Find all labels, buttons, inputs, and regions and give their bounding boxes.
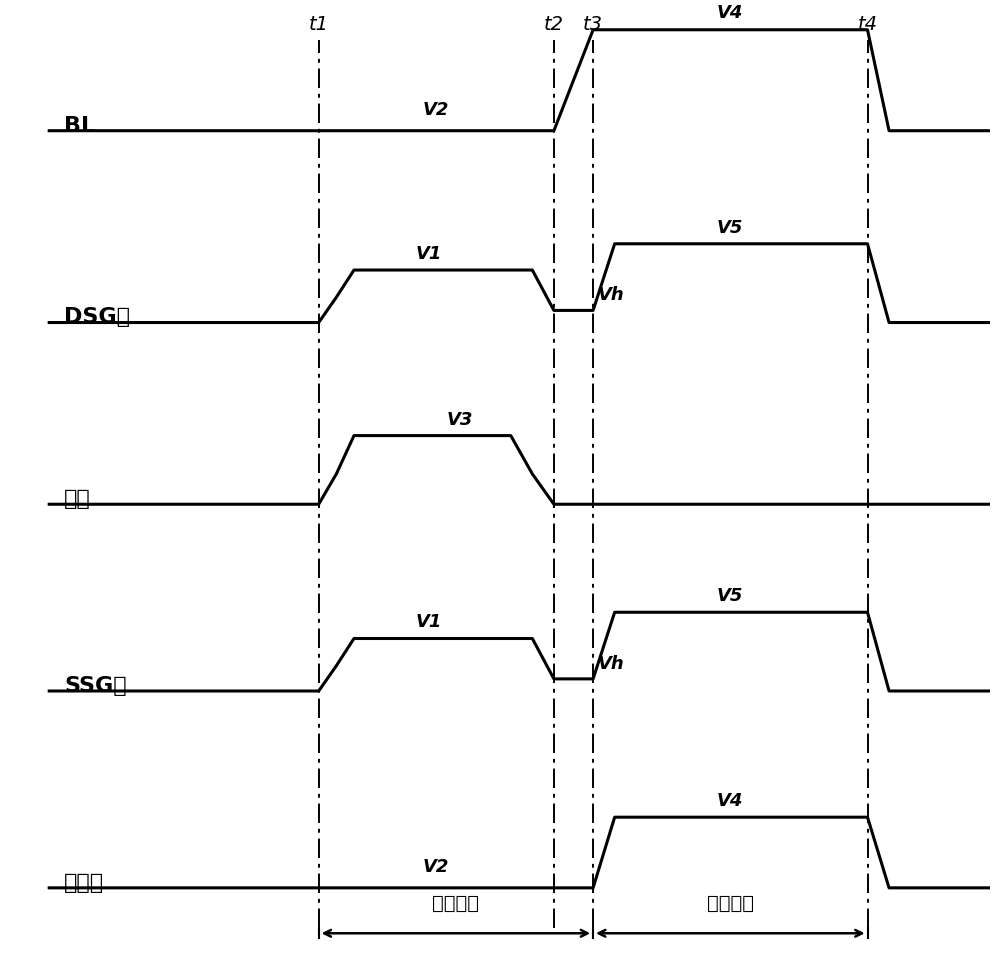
Text: DSG线: DSG线 (64, 308, 130, 328)
Text: V4: V4 (717, 792, 743, 810)
Text: V2: V2 (423, 857, 449, 876)
Text: V5: V5 (717, 587, 743, 605)
Text: V5: V5 (717, 218, 743, 237)
Text: V1: V1 (416, 245, 442, 262)
Text: V4: V4 (717, 4, 743, 22)
Text: t4: t4 (858, 14, 878, 34)
Text: Vh: Vh (598, 655, 625, 673)
Text: t2: t2 (544, 14, 564, 34)
Text: SSG线: SSG线 (64, 676, 127, 696)
Text: t3: t3 (583, 14, 603, 34)
Text: V3: V3 (447, 411, 473, 428)
Text: V2: V2 (423, 101, 449, 119)
Text: 第一阶段: 第一阶段 (432, 894, 479, 913)
Text: t1: t1 (309, 14, 329, 34)
Text: BL: BL (64, 116, 95, 136)
Text: Vh: Vh (598, 286, 625, 305)
Text: 源极线: 源极线 (64, 873, 104, 893)
Text: 第二阶段: 第二阶段 (707, 894, 754, 913)
Text: V1: V1 (416, 613, 442, 631)
Text: 字线: 字线 (64, 490, 91, 510)
